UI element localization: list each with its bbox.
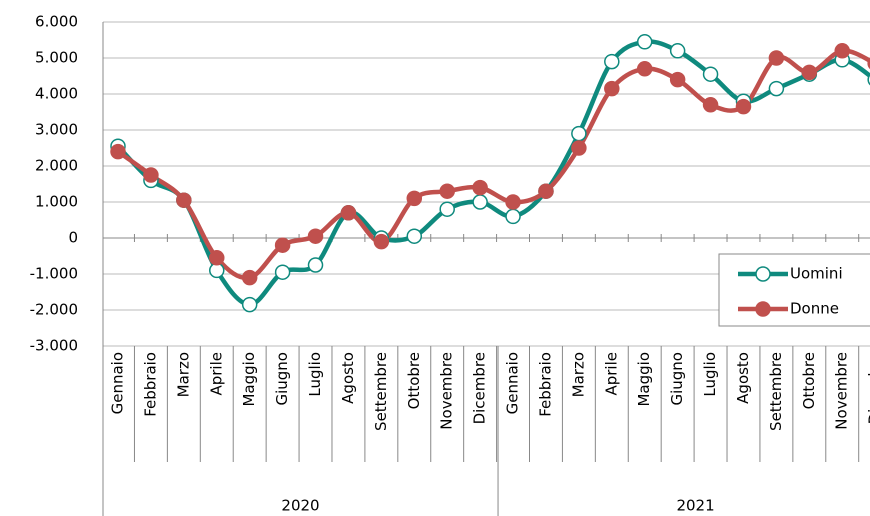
x-tick-label: Settembre [767, 352, 785, 431]
y-tick-label: 0 [68, 229, 78, 247]
y-tick-label: 3.000 [35, 121, 78, 139]
x-tick-label: Maggio [240, 352, 258, 407]
x-tick-label: Marzo [174, 352, 192, 397]
x-tick-label: Dicembre [866, 352, 870, 424]
data-point [406, 228, 423, 244]
data-point [505, 194, 521, 210]
y-tick-label: -2.000 [30, 301, 78, 319]
data-point [143, 167, 159, 183]
data-point [505, 208, 521, 225]
data-point [669, 71, 686, 88]
data-point [241, 269, 258, 286]
x-tick-label: Agosto [734, 352, 752, 404]
y-tick-label: -3.000 [30, 337, 78, 355]
data-point [241, 296, 258, 313]
data-point [406, 190, 423, 207]
data-point [702, 66, 719, 82]
data-point [834, 43, 850, 59]
data-point [307, 228, 324, 244]
data-point [307, 257, 324, 273]
y-tick-label: -1.000 [30, 265, 78, 283]
x-tick-label: Luglio [701, 352, 719, 397]
data-point [702, 97, 719, 113]
x-tick-label: Settembre [372, 352, 390, 431]
x-tick-label: Febbraio [536, 352, 554, 417]
y-tick-label: 1.000 [35, 193, 78, 211]
legend-marker [755, 266, 771, 282]
x-tick-label: Febbraio [141, 352, 159, 417]
data-point [110, 143, 126, 160]
data-point [604, 80, 620, 97]
y-tick-label: 6.000 [35, 13, 78, 31]
legend-box [718, 253, 870, 327]
data-point [209, 250, 225, 266]
x-tick-label: Aprile [207, 352, 225, 396]
data-point [538, 183, 554, 199]
data-point [472, 194, 488, 210]
data-point [636, 61, 653, 77]
data-point [340, 205, 357, 221]
legend-marker [755, 301, 771, 317]
x-tick-label: Luglio [306, 352, 324, 397]
x-tick-label: Agosto [339, 352, 357, 404]
x-tick-label: Dicembre [471, 352, 489, 424]
y-tick-label: 4.000 [35, 85, 78, 103]
data-point [801, 64, 818, 81]
data-point [274, 264, 291, 280]
data-point [669, 43, 686, 59]
data-point [604, 53, 620, 70]
data-point [373, 233, 390, 250]
y-tick-label: 5.000 [35, 49, 78, 67]
group-label: 2021 [676, 497, 714, 515]
x-tick-label: Novembre [438, 352, 456, 430]
x-tick-label: Ottobre [800, 352, 818, 409]
x-tick-label: Giugno [668, 352, 686, 406]
series-line [116, 48, 870, 281]
data-point [439, 183, 455, 199]
data-point [768, 50, 785, 66]
x-tick-label: Marzo [569, 352, 587, 397]
group-label: 2020 [281, 497, 319, 515]
data-point [472, 179, 488, 196]
x-tick-label: Maggio [635, 352, 653, 407]
data-point [571, 125, 587, 142]
data-point [636, 34, 653, 50]
y-tick-label: 2.000 [35, 157, 78, 175]
data-point [176, 192, 192, 208]
data-point [735, 98, 752, 115]
x-tick-label: Giugno [273, 352, 291, 406]
legend-label: Donne [790, 300, 839, 318]
x-tick-label: Aprile [602, 352, 620, 396]
x-tick-label: Novembre [833, 352, 851, 430]
data-point [571, 140, 587, 156]
legend-label: Uomini [790, 265, 843, 283]
data-point [274, 237, 291, 253]
x-tick-label: Gennaio [504, 352, 522, 414]
x-tick-label: Gennaio [109, 352, 127, 414]
x-tick-label: Ottobre [405, 352, 423, 409]
data-point [768, 80, 785, 97]
data-point [439, 201, 455, 217]
